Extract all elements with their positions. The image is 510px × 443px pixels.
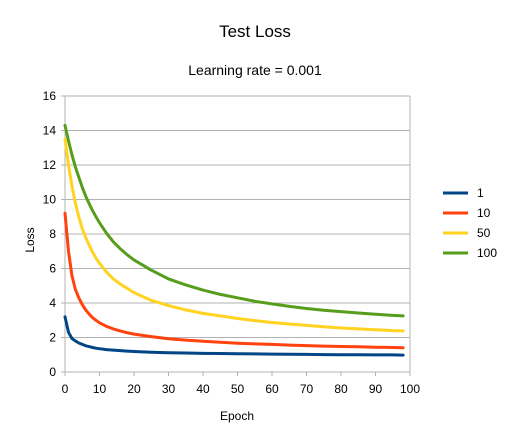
y-tick-label: 4 (49, 296, 56, 310)
legend-label-10: 10 (477, 206, 491, 220)
y-tick-label: 14 (43, 124, 57, 138)
grid (61, 95, 410, 373)
x-tick-label: 10 (93, 382, 107, 396)
y-tick-label: 16 (43, 89, 57, 103)
x-tick-label: 70 (300, 382, 314, 396)
chart-title: Test Loss (219, 22, 291, 41)
chart-subtitle: Learning rate = 0.001 (188, 62, 322, 78)
series-line-1 (63, 315, 405, 357)
legend: 1 10 50 100 (443, 186, 497, 260)
y-tick-label: 0 (49, 365, 56, 379)
x-tick-label: 0 (62, 382, 69, 396)
tick-labels: 0 2 4 6 8 10 12 14 16 0 10 20 30 40 50 60 70 80 90 100 (43, 89, 421, 396)
legend-label-100: 100 (477, 246, 497, 260)
series-line-100 (63, 123, 405, 318)
series-line-50 (63, 137, 405, 333)
y-tick-label: 12 (43, 158, 57, 172)
legend-label-1: 1 (477, 186, 484, 200)
x-tick-label: 30 (162, 382, 176, 396)
x-tick-label: 90 (369, 382, 383, 396)
x-tick-label: 100 (400, 382, 420, 396)
axes (64, 96, 411, 376)
y-tick-label: 6 (49, 262, 56, 276)
series-line-10 (63, 211, 405, 350)
x-tick-label: 80 (334, 382, 348, 396)
x-tick-label: 20 (127, 382, 141, 396)
y-tick-label: 10 (43, 193, 57, 207)
x-axis-label: Epoch (220, 409, 254, 423)
x-tick-label: 40 (196, 382, 210, 396)
x-tick-label: 50 (231, 382, 245, 396)
plot-area (63, 123, 405, 357)
y-tick-label: 8 (49, 227, 56, 241)
legend-label-50: 50 (477, 226, 491, 240)
y-tick-label: 2 (49, 331, 56, 345)
x-tick-label: 60 (265, 382, 279, 396)
y-axis-label: Loss (23, 227, 37, 252)
